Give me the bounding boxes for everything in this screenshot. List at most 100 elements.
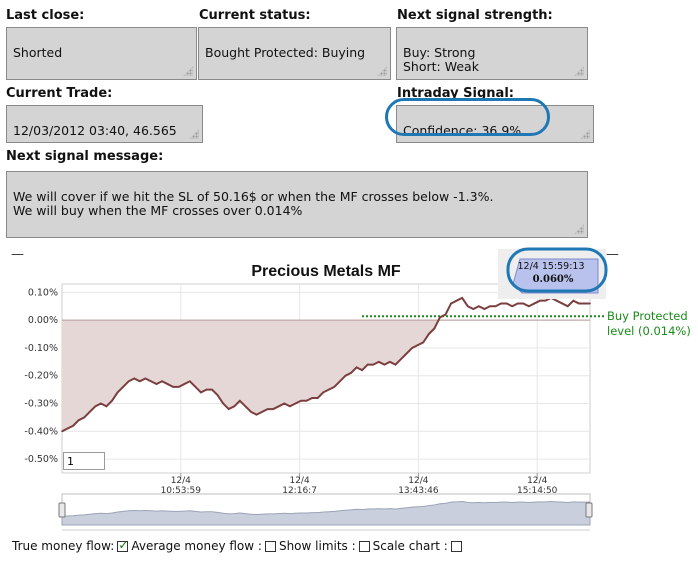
resize-grip-icon[interactable] [183,66,193,76]
data-point [561,302,564,305]
current-status-value: Bought Protected: Buying [205,45,366,60]
current-status-field[interactable]: Bought Protected: Buying [198,27,391,80]
data-point [361,369,363,371]
average-money-flow-checkbox[interactable] [264,540,276,552]
next-signal-message-label: Next signal message: [6,149,164,164]
data-point [439,316,441,319]
data-point [472,308,475,310]
last-close-field[interactable]: Shorted [6,27,197,80]
data-point [250,411,252,413]
data-point [372,363,375,366]
data-point [516,302,519,305]
current-trade-field[interactable]: 12/03/2012 03:40, 46.565 [6,105,203,143]
data-point [239,399,241,402]
data-point [539,299,541,302]
data-point [511,305,513,308]
chart-panel: Precious Metals MF 0.10% 0.00% -0.10% -0.20%… [0,247,698,563]
intraday-signal-field[interactable]: Confidence: 36.9% [396,105,594,143]
data-point [572,299,575,302]
collapse-right-button[interactable]: — [606,247,619,262]
next-signal-strength-value: Buy: Strong Short: Weak [403,45,479,74]
data-point [433,327,436,330]
data-point [139,380,141,383]
data-point [300,399,302,402]
data-point [283,402,286,405]
true-money-flow-checkbox[interactable] [117,538,128,552]
value-tooltip: 12/4 15:59:13 0.060% [498,247,608,299]
data-point [194,386,197,388]
next-signal-message-value: We will cover if we hit the SL of 50.16$… [13,189,494,218]
data-point [172,386,174,388]
current-trade-label: Current Trade: [6,86,113,101]
x-tick-label-time: 12:16:7 [282,486,317,496]
next-signal-strength-field[interactable]: Buy: Strong Short: Weak [396,27,588,80]
y-tick-label: 0.00% [28,315,58,326]
next-signal-message-field[interactable]: We will cover if we hit the SL of 50.16$… [6,171,588,238]
data-point [166,383,169,385]
data-point [378,361,380,363]
data-point [122,386,124,388]
data-point [227,408,230,410]
data-point [189,380,191,383]
data-point [77,419,80,421]
data-point [161,380,163,383]
data-point [389,361,391,363]
data-point [133,377,136,380]
data-point [544,299,547,302]
y-tick-label: -0.50% [24,454,58,465]
current-trade-value: 12/03/2012 03:40, 46.565 [13,123,177,138]
navigator-right-handle [585,502,593,518]
data-point [255,413,258,416]
data-point [528,305,530,308]
data-point [222,402,224,405]
data-point [455,299,458,302]
data-point [144,377,147,380]
intraday-signal-label: Intraday Signal: [397,86,514,101]
data-point [272,408,275,410]
money-flow-chart[interactable]: Precious Metals MF 0.10% 0.00% -0.10% -0.20%… [0,247,698,563]
data-point [116,391,119,394]
threshold-annotation-line1: Buy Protected [607,309,688,323]
resize-grip-icon[interactable] [574,66,584,76]
collapse-left-button[interactable]: — [11,247,24,262]
data-point [400,358,402,360]
data-point [66,427,69,430]
data-point [155,383,158,385]
data-point [244,405,247,408]
tooltip-value: 0.060% [533,274,574,285]
resize-grip-icon[interactable] [580,129,590,139]
data-point [289,405,291,408]
data-point [277,405,280,408]
data-point [88,411,91,413]
last-close-value: Shorted [13,45,63,60]
scale-chart-label: Scale chart : [372,539,448,553]
resize-grip-icon[interactable] [377,66,387,76]
data-point [483,308,486,310]
scale-chart-checkbox[interactable] [450,540,462,552]
data-point [322,391,325,394]
show-limits-label: Show limits : [278,539,356,553]
zoom-input[interactable] [63,452,105,470]
data-point [216,394,219,396]
data-point [83,416,86,419]
resize-grip-icon[interactable] [574,224,584,234]
data-point [478,305,480,308]
data-point [522,302,525,305]
y-tick-label: -0.30% [24,399,58,410]
data-point [466,305,469,308]
data-point [383,363,386,366]
data-point [355,366,358,369]
last-close-label: Last close: [6,8,85,23]
data-point [444,313,447,316]
x-tick-label-date: 12/4 [527,476,547,486]
data-point [505,302,508,305]
threshold-annotation-line2: level (0.014%) [607,324,691,338]
show-limits-checkbox[interactable] [358,540,370,552]
data-point [177,386,180,388]
intraday-signal-value: Confidence: 36.9% [403,123,522,138]
data-point [94,405,97,408]
resize-grip-icon[interactable] [189,129,199,139]
chart-title: Precious Metals MF [251,263,401,280]
next-signal-strength-label: Next signal strength: [397,8,553,23]
data-point [405,352,408,355]
